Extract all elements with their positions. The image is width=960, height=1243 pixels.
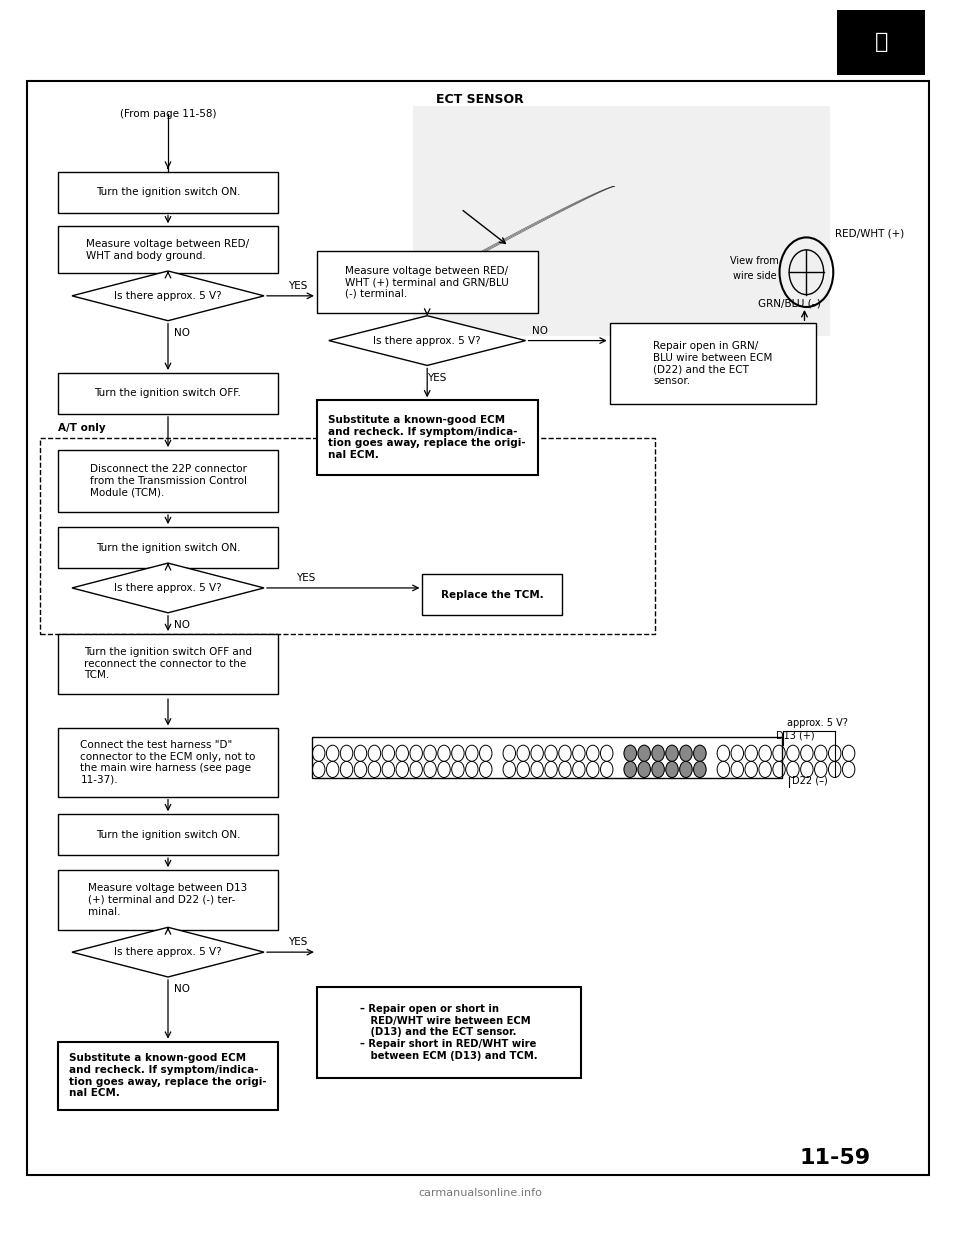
Text: 11-59: 11-59 [800, 1149, 871, 1168]
FancyBboxPatch shape [317, 251, 538, 313]
Circle shape [652, 746, 664, 761]
FancyBboxPatch shape [413, 106, 830, 336]
Text: Turn the ignition switch OFF.: Turn the ignition switch OFF. [95, 388, 241, 399]
FancyBboxPatch shape [58, 634, 278, 694]
FancyBboxPatch shape [58, 728, 278, 797]
Circle shape [666, 761, 678, 778]
Text: NO: NO [175, 620, 190, 630]
Circle shape [637, 746, 651, 761]
Circle shape [624, 761, 636, 778]
Text: – Repair open or short in
   RED/WHT wire between ECM
   (D13) and the ECT senso: – Repair open or short in RED/WHT wire b… [360, 1004, 538, 1060]
Circle shape [666, 746, 678, 761]
Text: Is there approx. 5 V?: Is there approx. 5 V? [114, 583, 222, 593]
Circle shape [652, 761, 664, 778]
Circle shape [693, 761, 707, 778]
Text: Substitute a known-good ECM
and recheck. If symptom/indica-
tion goes away, repl: Substitute a known-good ECM and recheck.… [69, 1053, 267, 1099]
FancyBboxPatch shape [58, 527, 278, 568]
FancyBboxPatch shape [317, 987, 581, 1078]
Circle shape [624, 746, 636, 761]
FancyBboxPatch shape [58, 226, 278, 273]
Text: YES: YES [296, 573, 315, 583]
Text: D22 (–): D22 (–) [792, 776, 828, 786]
FancyBboxPatch shape [58, 373, 278, 414]
Polygon shape [72, 927, 264, 977]
FancyBboxPatch shape [27, 81, 929, 1175]
Text: NO: NO [175, 328, 190, 338]
Text: Connect the test harness "D"
connector to the ECM only, not to
the main wire har: Connect the test harness "D" connector t… [81, 740, 255, 786]
Text: GRN/BLU (–): GRN/BLU (–) [758, 298, 821, 308]
Text: (From page 11-58): (From page 11-58) [120, 109, 216, 119]
FancyBboxPatch shape [837, 10, 925, 75]
Text: Replace the TCM.: Replace the TCM. [441, 589, 543, 600]
Text: View from: View from [731, 256, 779, 266]
Text: Is there approx. 5 V?: Is there approx. 5 V? [114, 947, 222, 957]
Circle shape [680, 746, 692, 761]
Text: Turn the ignition switch OFF and
reconnect the connector to the
TCM.: Turn the ignition switch OFF and reconne… [84, 648, 252, 680]
Text: Turn the ignition switch ON.: Turn the ignition switch ON. [96, 186, 240, 198]
Text: 🔧: 🔧 [875, 32, 888, 52]
Text: Turn the ignition switch ON.: Turn the ignition switch ON. [96, 542, 240, 553]
Text: NO: NO [532, 326, 548, 336]
Text: Repair open in GRN/
BLU wire between ECM
(D22) and the ECT
sensor.: Repair open in GRN/ BLU wire between ECM… [653, 341, 773, 387]
Text: approx. 5 V?: approx. 5 V? [787, 718, 848, 728]
Polygon shape [72, 563, 264, 613]
Circle shape [637, 761, 651, 778]
FancyBboxPatch shape [58, 450, 278, 512]
Text: Is there approx. 5 V?: Is there approx. 5 V? [114, 291, 222, 301]
Circle shape [693, 746, 707, 761]
Text: D13 (+): D13 (+) [776, 731, 814, 741]
Text: RED/WHT (+): RED/WHT (+) [835, 229, 904, 239]
FancyBboxPatch shape [58, 870, 278, 930]
FancyBboxPatch shape [58, 172, 278, 213]
Text: ECT SENSOR: ECT SENSOR [436, 93, 524, 106]
Text: wire side: wire side [732, 271, 777, 281]
Circle shape [680, 761, 692, 778]
Text: YES: YES [427, 373, 446, 383]
Polygon shape [328, 316, 526, 365]
Text: Disconnect the 22P connector
from the Transmission Control
Module (TCM).: Disconnect the 22P connector from the Tr… [89, 465, 247, 497]
Text: Is there approx. 5 V?: Is there approx. 5 V? [373, 336, 481, 346]
FancyBboxPatch shape [422, 574, 562, 615]
Polygon shape [72, 271, 264, 321]
Text: Substitute a known-good ECM
and recheck. If symptom/indica-
tion goes away, repl: Substitute a known-good ECM and recheck.… [328, 415, 526, 460]
Text: Measure voltage between D13
(+) terminal and D22 (-) ter-
minal.: Measure voltage between D13 (+) terminal… [88, 884, 248, 916]
Text: Turn the ignition switch ON.: Turn the ignition switch ON. [96, 829, 240, 840]
FancyBboxPatch shape [317, 400, 538, 475]
Text: carmanualsonline.info: carmanualsonline.info [418, 1188, 542, 1198]
Text: YES: YES [288, 937, 307, 947]
FancyBboxPatch shape [58, 1042, 278, 1110]
Text: YES: YES [288, 281, 307, 291]
FancyBboxPatch shape [58, 814, 278, 855]
Text: A/T only: A/T only [58, 423, 106, 433]
Text: Measure voltage between RED/
WHT and body ground.: Measure voltage between RED/ WHT and bod… [86, 239, 250, 261]
Text: NO: NO [175, 984, 190, 994]
Text: Measure voltage between RED/
WHT (+) terminal and GRN/BLU
(-) terminal.: Measure voltage between RED/ WHT (+) ter… [346, 266, 509, 298]
FancyBboxPatch shape [610, 323, 816, 404]
